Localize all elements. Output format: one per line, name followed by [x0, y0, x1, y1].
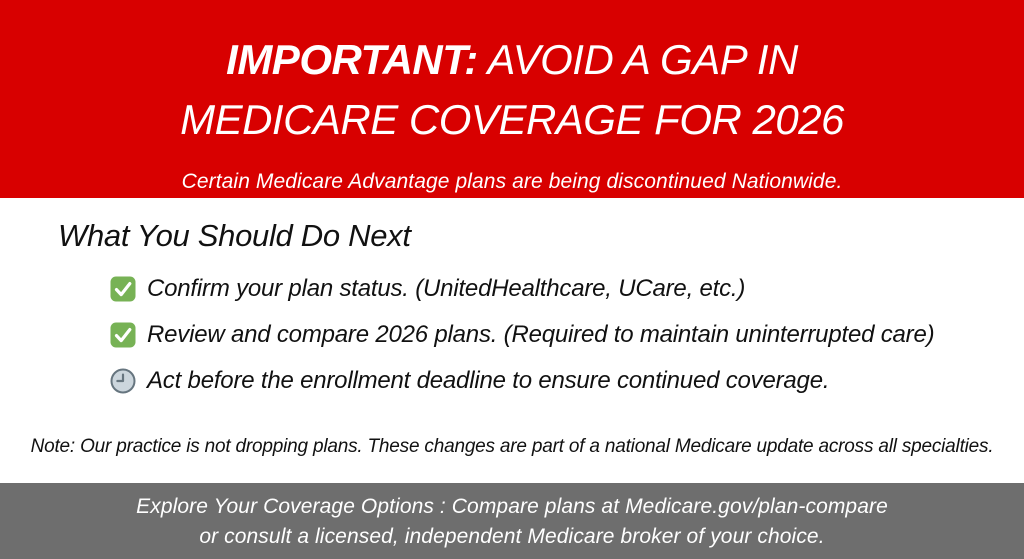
list-item-text: Review and compare 2026 plans. (Required… — [147, 321, 935, 348]
alert-banner: IMPORTANT: AVOID A GAP IN MEDICARE COVER… — [0, 0, 1024, 198]
body-section: What You Should Do Next Confirm your pla… — [0, 198, 1024, 483]
clock-icon — [110, 368, 136, 394]
headline-line2: MEDICARE COVERAGE FOR 2026 — [180, 96, 844, 143]
list-item: Confirm your plan status. (UnitedHealthc… — [110, 274, 1024, 304]
headline: IMPORTANT: AVOID A GAP IN MEDICARE COVER… — [0, 30, 1024, 150]
footer-bar: Explore Your Coverage Options : Compare … — [0, 483, 1024, 559]
action-checklist: Confirm your plan status. (UnitedHealthc… — [110, 274, 1024, 396]
list-item-text: Act before the enrollment deadline to en… — [147, 367, 830, 394]
check-icon — [110, 322, 136, 348]
headline-line1-rest: AVOID A GAP IN — [477, 36, 798, 83]
headline-line1: IMPORTANT: AVOID A GAP IN — [0, 30, 1024, 90]
section-heading: What You Should Do Next — [58, 218, 411, 253]
footer-line1: Explore Your Coverage Options : Compare … — [136, 495, 888, 518]
list-item: Act before the enrollment deadline to en… — [110, 366, 1024, 396]
check-icon — [110, 276, 136, 302]
list-item-text: Confirm your plan status. (UnitedHealthc… — [147, 275, 746, 302]
footer-line2: or consult a licensed, independent Medic… — [199, 525, 825, 548]
banner-subtitle: Certain Medicare Advantage plans are bei… — [181, 170, 843, 193]
list-item: Review and compare 2026 plans. (Required… — [110, 320, 1024, 350]
headline-important-label: IMPORTANT: — [226, 36, 478, 83]
note-text: Note: Our practice is not dropping plans… — [30, 436, 994, 457]
